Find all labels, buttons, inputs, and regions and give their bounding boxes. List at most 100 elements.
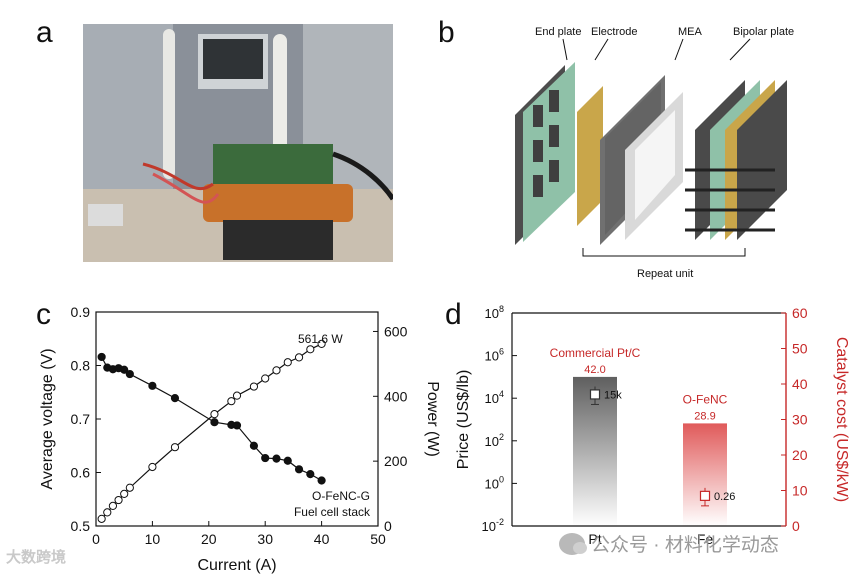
power-point	[283, 358, 292, 367]
x-axis-label-c: Current (A)	[197, 557, 276, 574]
panel-letter-d: d	[445, 298, 462, 331]
voltage-point	[294, 465, 304, 474]
voltage-point	[317, 476, 326, 485]
label-electrode: Electrode	[591, 26, 637, 38]
power-point	[97, 514, 106, 523]
stack-exploded-diagram: End plate Electrode MEA Bipolar plate Re…	[515, 26, 794, 280]
y-left-tick-label-d: 102	[485, 432, 504, 449]
power-point	[210, 410, 219, 419]
price-marker	[589, 389, 601, 400]
power-point	[148, 462, 157, 472]
power-point	[170, 443, 180, 452]
wechat-icon	[559, 532, 587, 555]
price-label: 0.26	[714, 491, 735, 503]
power-point	[232, 391, 242, 400]
voltage-point	[249, 441, 259, 450]
annotation-device: Fuel cell stack	[294, 505, 371, 519]
panel-letter-b: b	[438, 16, 455, 49]
series-line-left	[101, 356, 322, 482]
price-marker	[699, 490, 711, 501]
y-left-tick-label-c: 0.5	[71, 518, 91, 534]
label-repeat-unit: Repeat unit	[637, 268, 693, 280]
watermark-left: 大数跨境	[6, 549, 67, 566]
y-left-tick-label-d: 108	[485, 304, 504, 321]
label-bipolar-plate: Bipolar plate	[733, 26, 794, 38]
fuel-cell-stack-photo	[83, 24, 393, 262]
voltage-point	[97, 352, 106, 362]
voltage-point	[227, 420, 236, 429]
bar-name-label: O-FeNC	[683, 392, 728, 406]
voltage-point	[170, 394, 180, 403]
y-left-tick-label-d: 10-2	[482, 517, 504, 534]
label-end-plate: End plate	[535, 26, 581, 38]
voltage-point	[283, 456, 292, 465]
power-point	[317, 339, 326, 349]
y-right-axis-label-c: Power (W)	[424, 381, 441, 457]
power-point	[125, 483, 134, 492]
x-tick-label-c: 0	[92, 531, 100, 547]
voltage-point	[120, 365, 129, 374]
watermark-right-text: 公众号 · 材料化学动态	[591, 535, 779, 556]
y-right-tick-label-c: 400	[384, 388, 408, 404]
y-right-tick-label-d: 20	[792, 447, 808, 463]
y-left-tick-label-c: 0.7	[71, 411, 91, 427]
plot-frame-c	[95, 311, 379, 527]
power-point	[294, 353, 304, 362]
power-point	[120, 489, 129, 498]
voltage-point	[261, 453, 270, 463]
bar-name-label: Commercial Pt/C	[550, 346, 641, 360]
bar-fe	[683, 423, 727, 526]
bar-cost-label: 28.9	[694, 410, 715, 422]
voltage-point	[114, 364, 123, 373]
y-right-tick-label-c: 200	[384, 453, 408, 469]
voltage-point	[210, 418, 219, 427]
voltage-point	[148, 381, 157, 390]
y-right-tick-label-d: 30	[792, 412, 808, 428]
label-mea: MEA	[678, 26, 703, 38]
y-left-tick-label-d: 100	[485, 474, 504, 491]
watermark-right: 公众号 · 材料化学动态	[559, 530, 779, 557]
voltage-point	[103, 363, 112, 372]
voltage-point	[108, 365, 118, 374]
power-point	[249, 382, 259, 391]
bar-pt	[573, 376, 617, 526]
y-right-axis-label-d: Catalyst cost (US$/kW)	[833, 337, 850, 502]
y-left-tick-label-d: 106	[485, 347, 504, 364]
power-point	[103, 508, 112, 517]
x-tick-label-c: 40	[314, 531, 330, 547]
y-right-tick-label-c: 600	[384, 323, 408, 339]
power-point	[114, 495, 123, 505]
voltage-point	[272, 454, 281, 463]
power-point	[227, 397, 236, 406]
y-right-tick-label-d: 60	[792, 305, 808, 321]
y-left-tick-label-c: 0.9	[71, 304, 91, 320]
panel-letter-a: a	[36, 16, 53, 49]
y-left-tick-label-c: 0.6	[71, 465, 91, 481]
y-right-tick-label-c: 0	[384, 518, 392, 534]
power-point	[272, 366, 281, 375]
y-left-axis-label-d: Price (US$/lb)	[455, 370, 472, 470]
y-left-tick-label-d: 104	[485, 389, 504, 406]
voltage-point	[232, 421, 242, 430]
x-tick-label-c: 10	[145, 531, 161, 547]
voltage-point	[125, 369, 134, 379]
annotation-max-power: 561.6 W	[298, 332, 343, 346]
y-right-tick-label-d: 0	[792, 518, 800, 534]
power-point	[108, 501, 118, 510]
x-tick-label-c: 50	[370, 531, 386, 547]
power-point	[261, 374, 270, 383]
y-right-tick-label-d: 10	[792, 483, 808, 499]
power-point	[306, 345, 315, 354]
voltage-point	[306, 470, 315, 479]
x-tick-label-c: 20	[201, 531, 217, 547]
bar-cost-label: 42.0	[584, 364, 605, 376]
series-line-right	[101, 343, 322, 520]
y-right-tick-label-d: 40	[792, 376, 808, 392]
annotation-sample: O-FeNC-G	[312, 489, 370, 503]
y-left-tick-label-c: 0.8	[71, 358, 91, 374]
x-tick-label-c: 30	[257, 531, 273, 547]
y-left-axis-label-c: Average voltage (V)	[39, 348, 56, 489]
panel-letter-c: c	[36, 298, 51, 331]
y-right-tick-label-d: 50	[792, 341, 808, 357]
price-label: 15k	[604, 389, 622, 401]
